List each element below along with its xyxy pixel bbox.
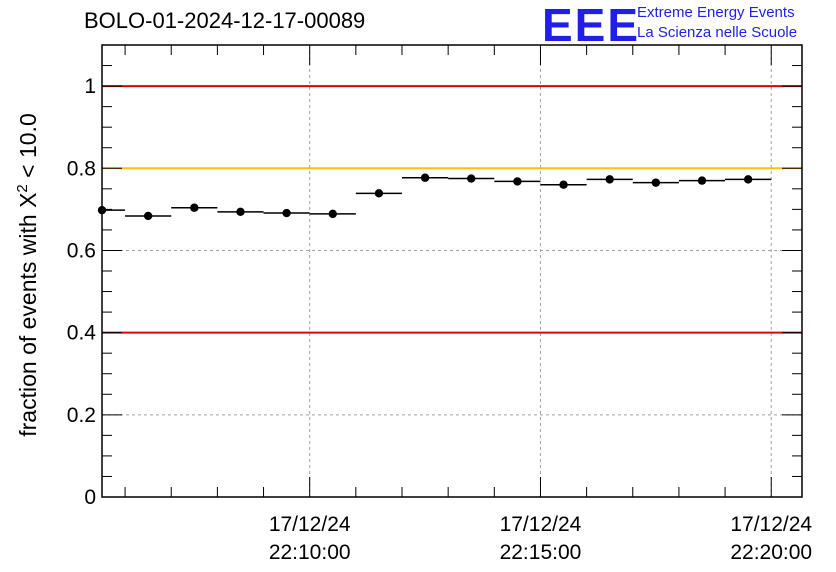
y-tick-label: 0 <box>84 486 96 509</box>
y-tick-label: 0.4 <box>67 322 97 345</box>
y-axis-label: fraction of events with X2 < 10.0 <box>14 113 41 437</box>
data-point <box>605 175 614 184</box>
y-tick-label: 0.2 <box>67 404 96 427</box>
x-tick-date-label: 17/12/24 <box>500 513 582 536</box>
data-point <box>651 178 661 187</box>
logo-line-2: La Scienza nelle Scuole <box>637 24 798 41</box>
x-tick-time-label: 22:20:00 <box>730 541 812 564</box>
chart-title: BOLO-01-2024-12-17-00089 <box>84 8 366 33</box>
x-tick-time-label: 22:15:00 <box>500 541 582 564</box>
data-point <box>328 209 337 219</box>
logo-line-1: Extreme Energy Events <box>637 4 795 21</box>
data-point <box>559 180 568 189</box>
data-point <box>513 177 522 186</box>
y-tick-label: 0.6 <box>67 239 96 262</box>
data-point <box>697 176 707 185</box>
data-point <box>467 174 476 183</box>
data-point <box>143 211 153 221</box>
data-point <box>190 203 199 212</box>
data-point <box>743 175 753 184</box>
plot-frame <box>101 44 803 498</box>
data-point <box>97 205 107 215</box>
y-tick-label: 0.8 <box>67 157 96 180</box>
data-point <box>420 173 430 182</box>
data-point <box>236 207 245 217</box>
data-point <box>282 208 291 218</box>
y-tick-label: 1 <box>84 75 96 98</box>
x-tick-date-label: 17/12/24 <box>730 513 812 536</box>
x-tick-date-label: 17/12/24 <box>269 513 351 536</box>
logo-letters: EEE <box>542 0 641 51</box>
data-point <box>374 189 384 198</box>
x-tick-time-label: 22:10:00 <box>269 541 351 564</box>
